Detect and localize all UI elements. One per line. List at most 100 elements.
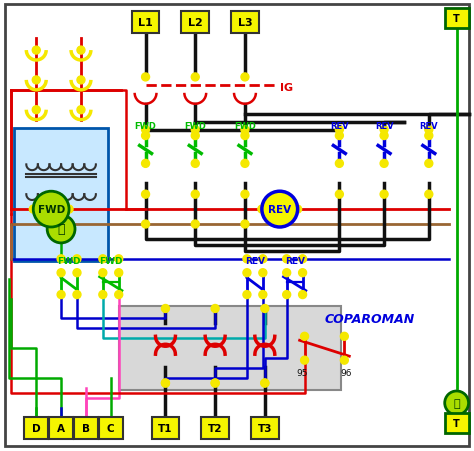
Circle shape (259, 269, 267, 277)
Circle shape (259, 255, 267, 263)
Circle shape (191, 74, 199, 82)
Circle shape (211, 379, 219, 387)
Circle shape (29, 206, 37, 214)
Circle shape (73, 255, 81, 263)
Text: C: C (107, 423, 115, 433)
Circle shape (283, 269, 291, 277)
Circle shape (261, 379, 269, 387)
Text: REV: REV (285, 256, 305, 265)
Circle shape (191, 191, 199, 199)
FancyBboxPatch shape (99, 417, 123, 439)
Circle shape (380, 160, 388, 168)
Circle shape (336, 126, 343, 134)
FancyBboxPatch shape (201, 417, 229, 439)
FancyBboxPatch shape (445, 9, 469, 29)
FancyBboxPatch shape (445, 413, 469, 433)
Text: ⏚: ⏚ (57, 223, 65, 236)
FancyBboxPatch shape (118, 307, 341, 390)
Text: REV: REV (245, 256, 265, 265)
Circle shape (32, 106, 40, 115)
Circle shape (162, 379, 169, 387)
FancyBboxPatch shape (24, 417, 48, 439)
Circle shape (241, 126, 249, 134)
Text: 96: 96 (341, 368, 352, 377)
Circle shape (340, 356, 348, 364)
Text: IG: IG (280, 83, 293, 92)
Circle shape (259, 291, 267, 299)
FancyBboxPatch shape (182, 12, 209, 34)
Text: FWD: FWD (234, 121, 256, 130)
Circle shape (241, 191, 249, 199)
Text: T: T (453, 418, 460, 428)
Circle shape (243, 269, 251, 277)
Circle shape (241, 160, 249, 168)
Circle shape (65, 206, 73, 214)
Text: 95: 95 (297, 368, 309, 377)
Circle shape (425, 132, 433, 140)
Text: B: B (82, 423, 90, 433)
Text: L3: L3 (237, 18, 252, 28)
Text: FWD: FWD (135, 121, 156, 130)
FancyBboxPatch shape (251, 417, 279, 439)
Circle shape (380, 126, 388, 134)
Circle shape (261, 379, 269, 387)
Circle shape (336, 191, 343, 199)
Text: L2: L2 (188, 18, 202, 28)
Circle shape (32, 47, 40, 55)
Text: D: D (32, 423, 41, 433)
Text: FWD: FWD (37, 205, 65, 215)
Circle shape (142, 126, 149, 134)
Circle shape (445, 391, 469, 415)
Circle shape (57, 255, 65, 263)
Circle shape (340, 332, 348, 341)
Circle shape (142, 191, 149, 199)
Circle shape (115, 269, 123, 277)
Circle shape (336, 160, 343, 168)
Circle shape (243, 291, 251, 299)
Circle shape (301, 356, 309, 364)
Circle shape (142, 160, 149, 168)
Circle shape (191, 132, 199, 140)
Circle shape (211, 305, 219, 313)
Circle shape (191, 126, 199, 134)
Circle shape (258, 206, 266, 214)
Circle shape (162, 379, 169, 387)
Circle shape (77, 106, 85, 115)
Text: FWD: FWD (184, 121, 206, 130)
Circle shape (380, 132, 388, 140)
Text: REV: REV (375, 121, 393, 130)
Circle shape (283, 255, 291, 263)
Text: REV: REV (268, 205, 292, 215)
Text: COPAROMAN: COPAROMAN (324, 312, 414, 325)
FancyBboxPatch shape (152, 417, 179, 439)
Circle shape (115, 255, 123, 263)
Circle shape (47, 216, 75, 244)
Circle shape (241, 221, 249, 229)
FancyBboxPatch shape (74, 417, 98, 439)
Text: A: A (57, 423, 65, 433)
Circle shape (241, 132, 249, 140)
Circle shape (99, 255, 107, 263)
Circle shape (99, 291, 107, 299)
FancyBboxPatch shape (49, 417, 73, 439)
FancyBboxPatch shape (132, 12, 159, 34)
Circle shape (301, 332, 309, 341)
Circle shape (191, 160, 199, 168)
Circle shape (57, 291, 65, 299)
Circle shape (241, 74, 249, 82)
Text: T: T (453, 14, 460, 24)
Circle shape (57, 269, 65, 277)
Circle shape (162, 305, 169, 313)
Text: T1: T1 (158, 423, 173, 433)
Circle shape (73, 291, 81, 299)
Circle shape (261, 305, 269, 313)
Circle shape (33, 192, 69, 227)
FancyBboxPatch shape (14, 129, 108, 261)
Circle shape (243, 255, 251, 263)
Circle shape (99, 269, 107, 277)
Circle shape (32, 77, 40, 85)
Circle shape (115, 291, 123, 299)
Circle shape (299, 269, 307, 277)
Circle shape (142, 221, 149, 229)
Text: REV: REV (330, 121, 349, 130)
